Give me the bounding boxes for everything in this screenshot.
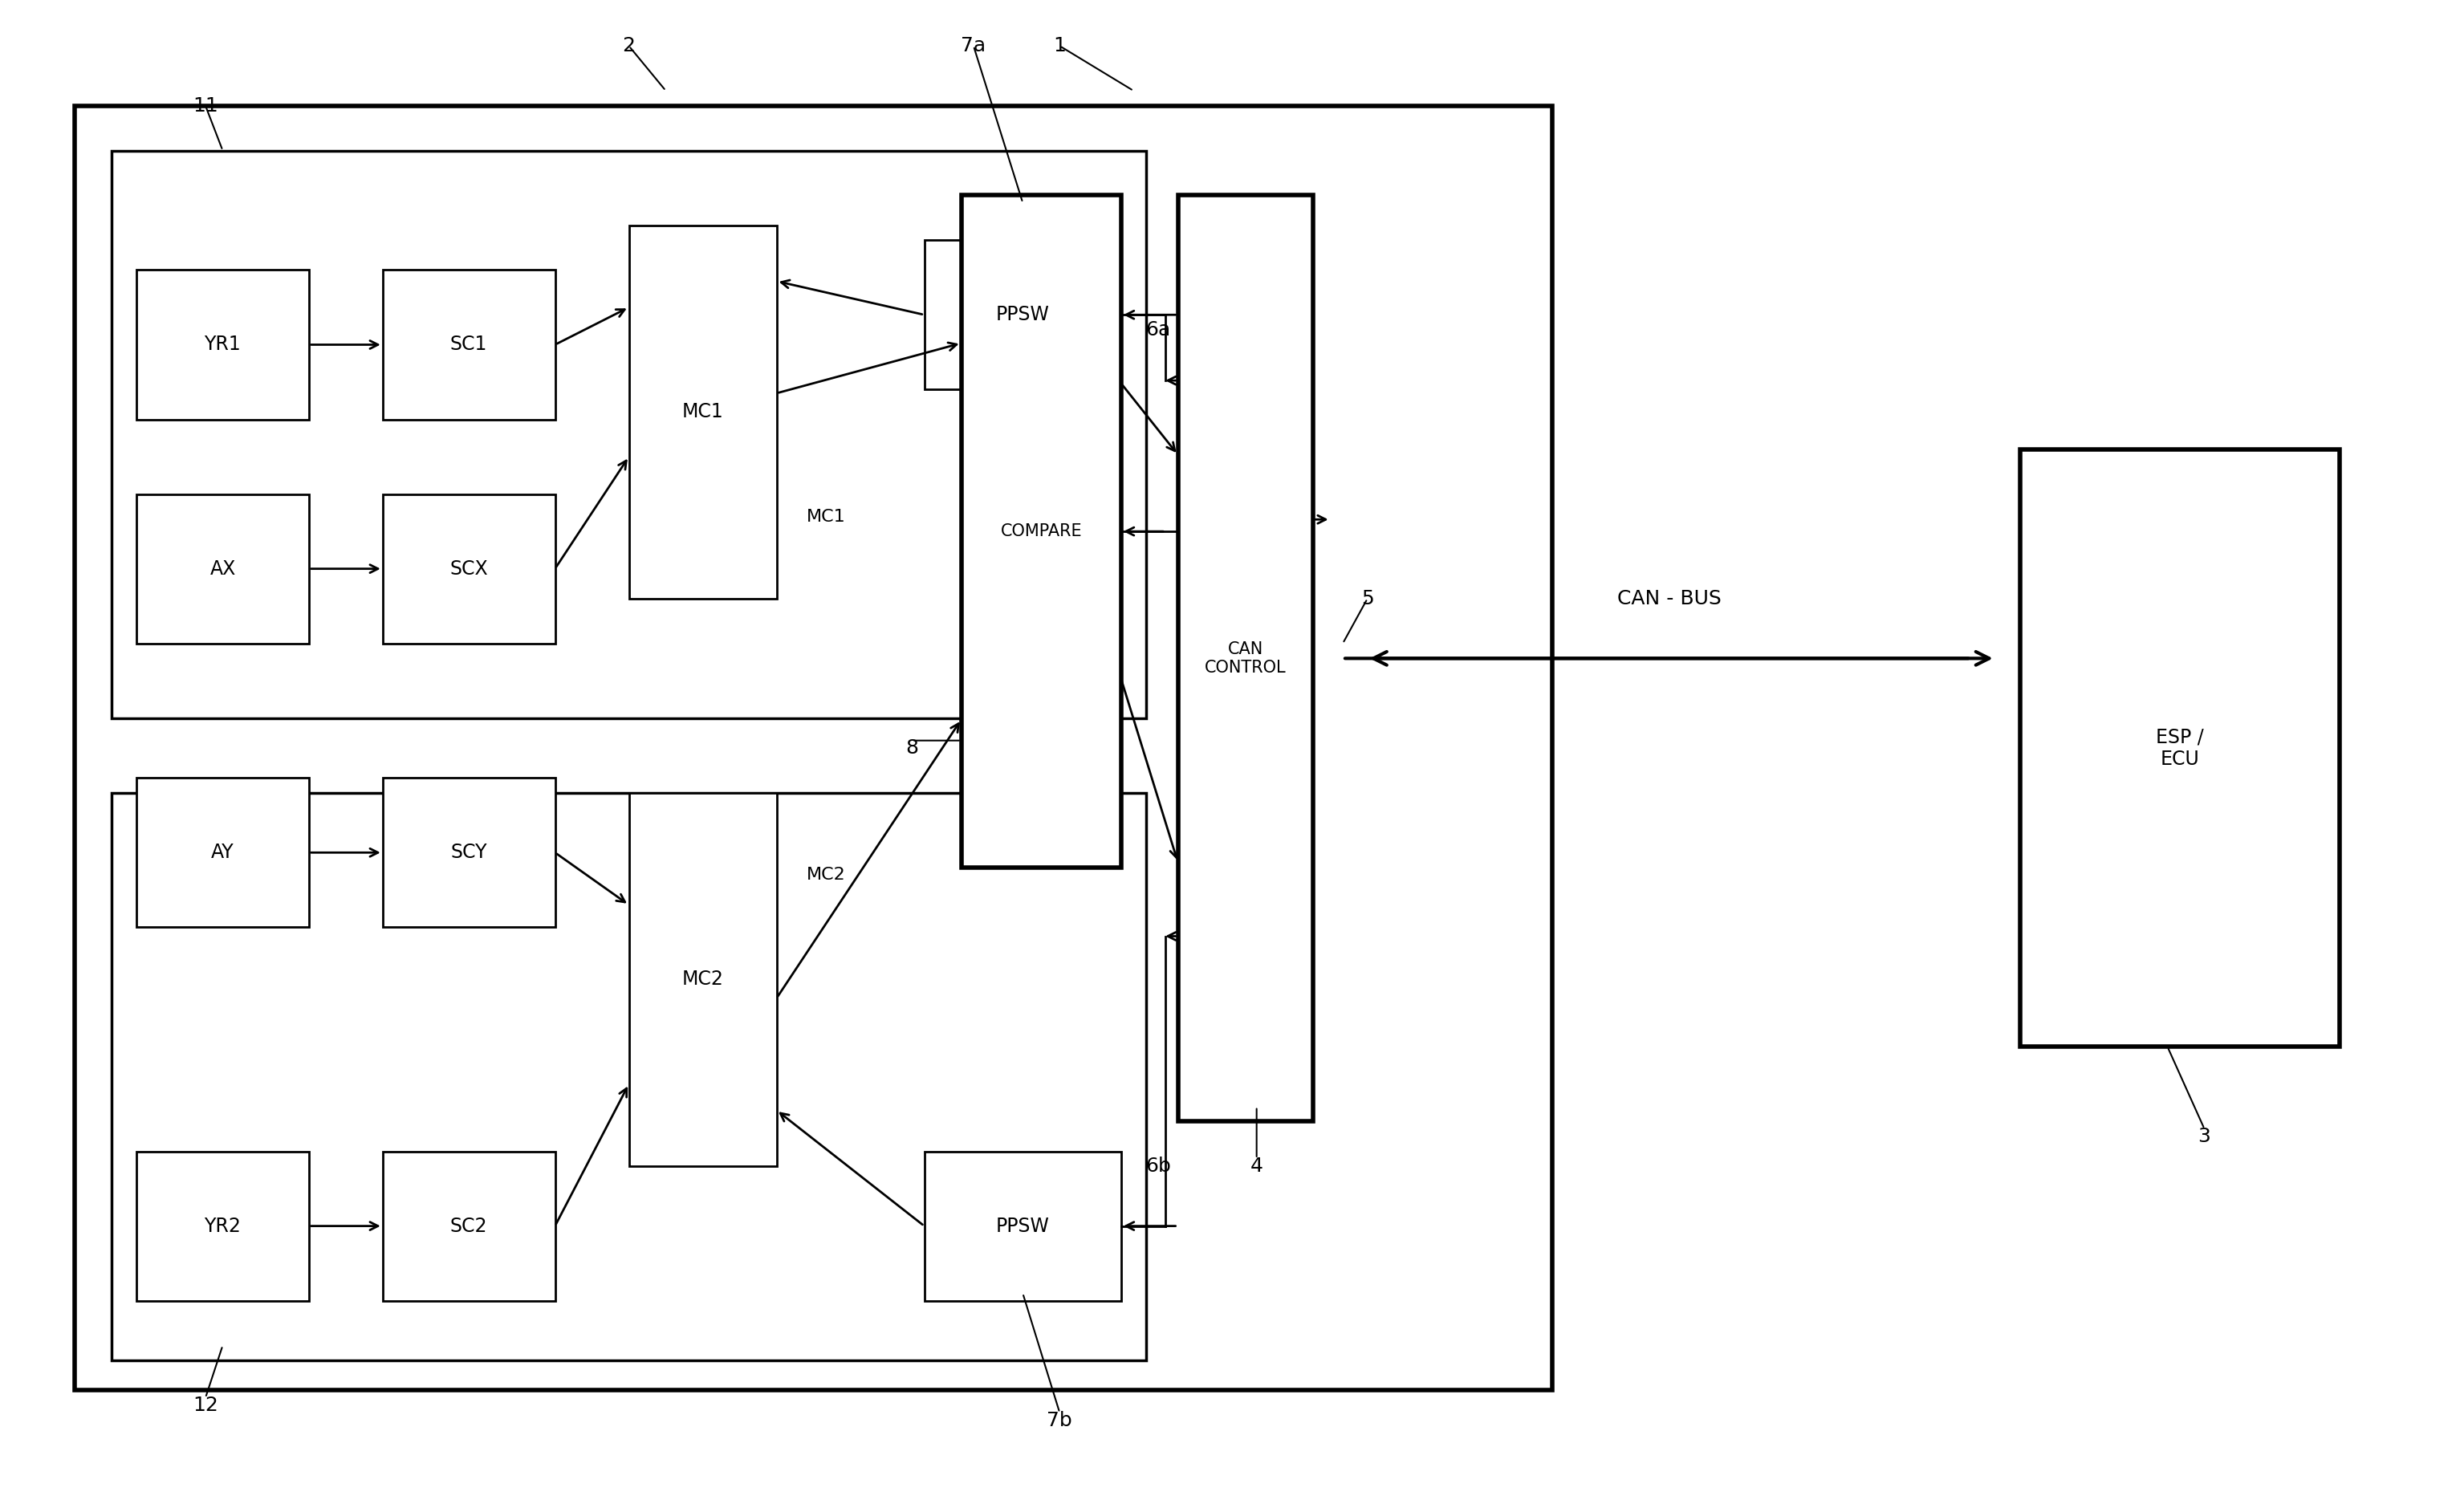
Text: 6a: 6a <box>1146 320 1170 340</box>
FancyBboxPatch shape <box>628 226 776 598</box>
Text: PPSW: PPSW <box>995 1216 1050 1236</box>
FancyBboxPatch shape <box>628 793 776 1167</box>
FancyBboxPatch shape <box>136 269 308 419</box>
Text: SCX: SCX <box>451 560 488 579</box>
Text: CAN
CONTROL: CAN CONTROL <box>1205 642 1286 676</box>
FancyBboxPatch shape <box>961 196 1121 868</box>
Text: 1: 1 <box>1052 36 1067 55</box>
Text: YR1: YR1 <box>205 335 241 355</box>
Text: 4: 4 <box>1249 1156 1264 1176</box>
Text: 7a: 7a <box>961 36 986 55</box>
FancyBboxPatch shape <box>382 494 554 643</box>
Text: AY: AY <box>212 842 234 862</box>
Text: MC1: MC1 <box>806 509 845 525</box>
Text: SC2: SC2 <box>451 1216 488 1236</box>
Text: 6b: 6b <box>1146 1156 1170 1176</box>
FancyBboxPatch shape <box>136 1152 308 1300</box>
Text: 2: 2 <box>623 36 636 55</box>
Text: MC2: MC2 <box>683 969 724 989</box>
FancyBboxPatch shape <box>136 494 308 643</box>
FancyBboxPatch shape <box>382 269 554 419</box>
Text: 11: 11 <box>192 96 219 115</box>
FancyBboxPatch shape <box>1178 196 1313 1122</box>
Text: ESP /
ECU: ESP / ECU <box>2156 727 2203 769</box>
FancyBboxPatch shape <box>74 106 1552 1390</box>
Text: COMPARE: COMPARE <box>1000 524 1082 540</box>
Text: MC1: MC1 <box>683 402 724 422</box>
Text: MC2: MC2 <box>806 868 845 883</box>
FancyBboxPatch shape <box>924 1152 1121 1300</box>
Text: 12: 12 <box>192 1396 219 1415</box>
Text: SCY: SCY <box>451 842 488 862</box>
Text: YR2: YR2 <box>205 1216 241 1236</box>
Text: SC1: SC1 <box>451 335 488 355</box>
Text: AX: AX <box>209 560 237 579</box>
FancyBboxPatch shape <box>382 778 554 928</box>
Text: 5: 5 <box>1360 589 1375 609</box>
Text: 8: 8 <box>907 739 919 757</box>
FancyBboxPatch shape <box>136 778 308 928</box>
FancyBboxPatch shape <box>382 1152 554 1300</box>
Text: CAN - BUS: CAN - BUS <box>1616 589 1720 609</box>
Text: 3: 3 <box>2198 1126 2210 1146</box>
FancyBboxPatch shape <box>2020 449 2341 1047</box>
FancyBboxPatch shape <box>924 241 1121 389</box>
Text: PPSW: PPSW <box>995 305 1050 325</box>
Text: 7b: 7b <box>1047 1411 1072 1430</box>
